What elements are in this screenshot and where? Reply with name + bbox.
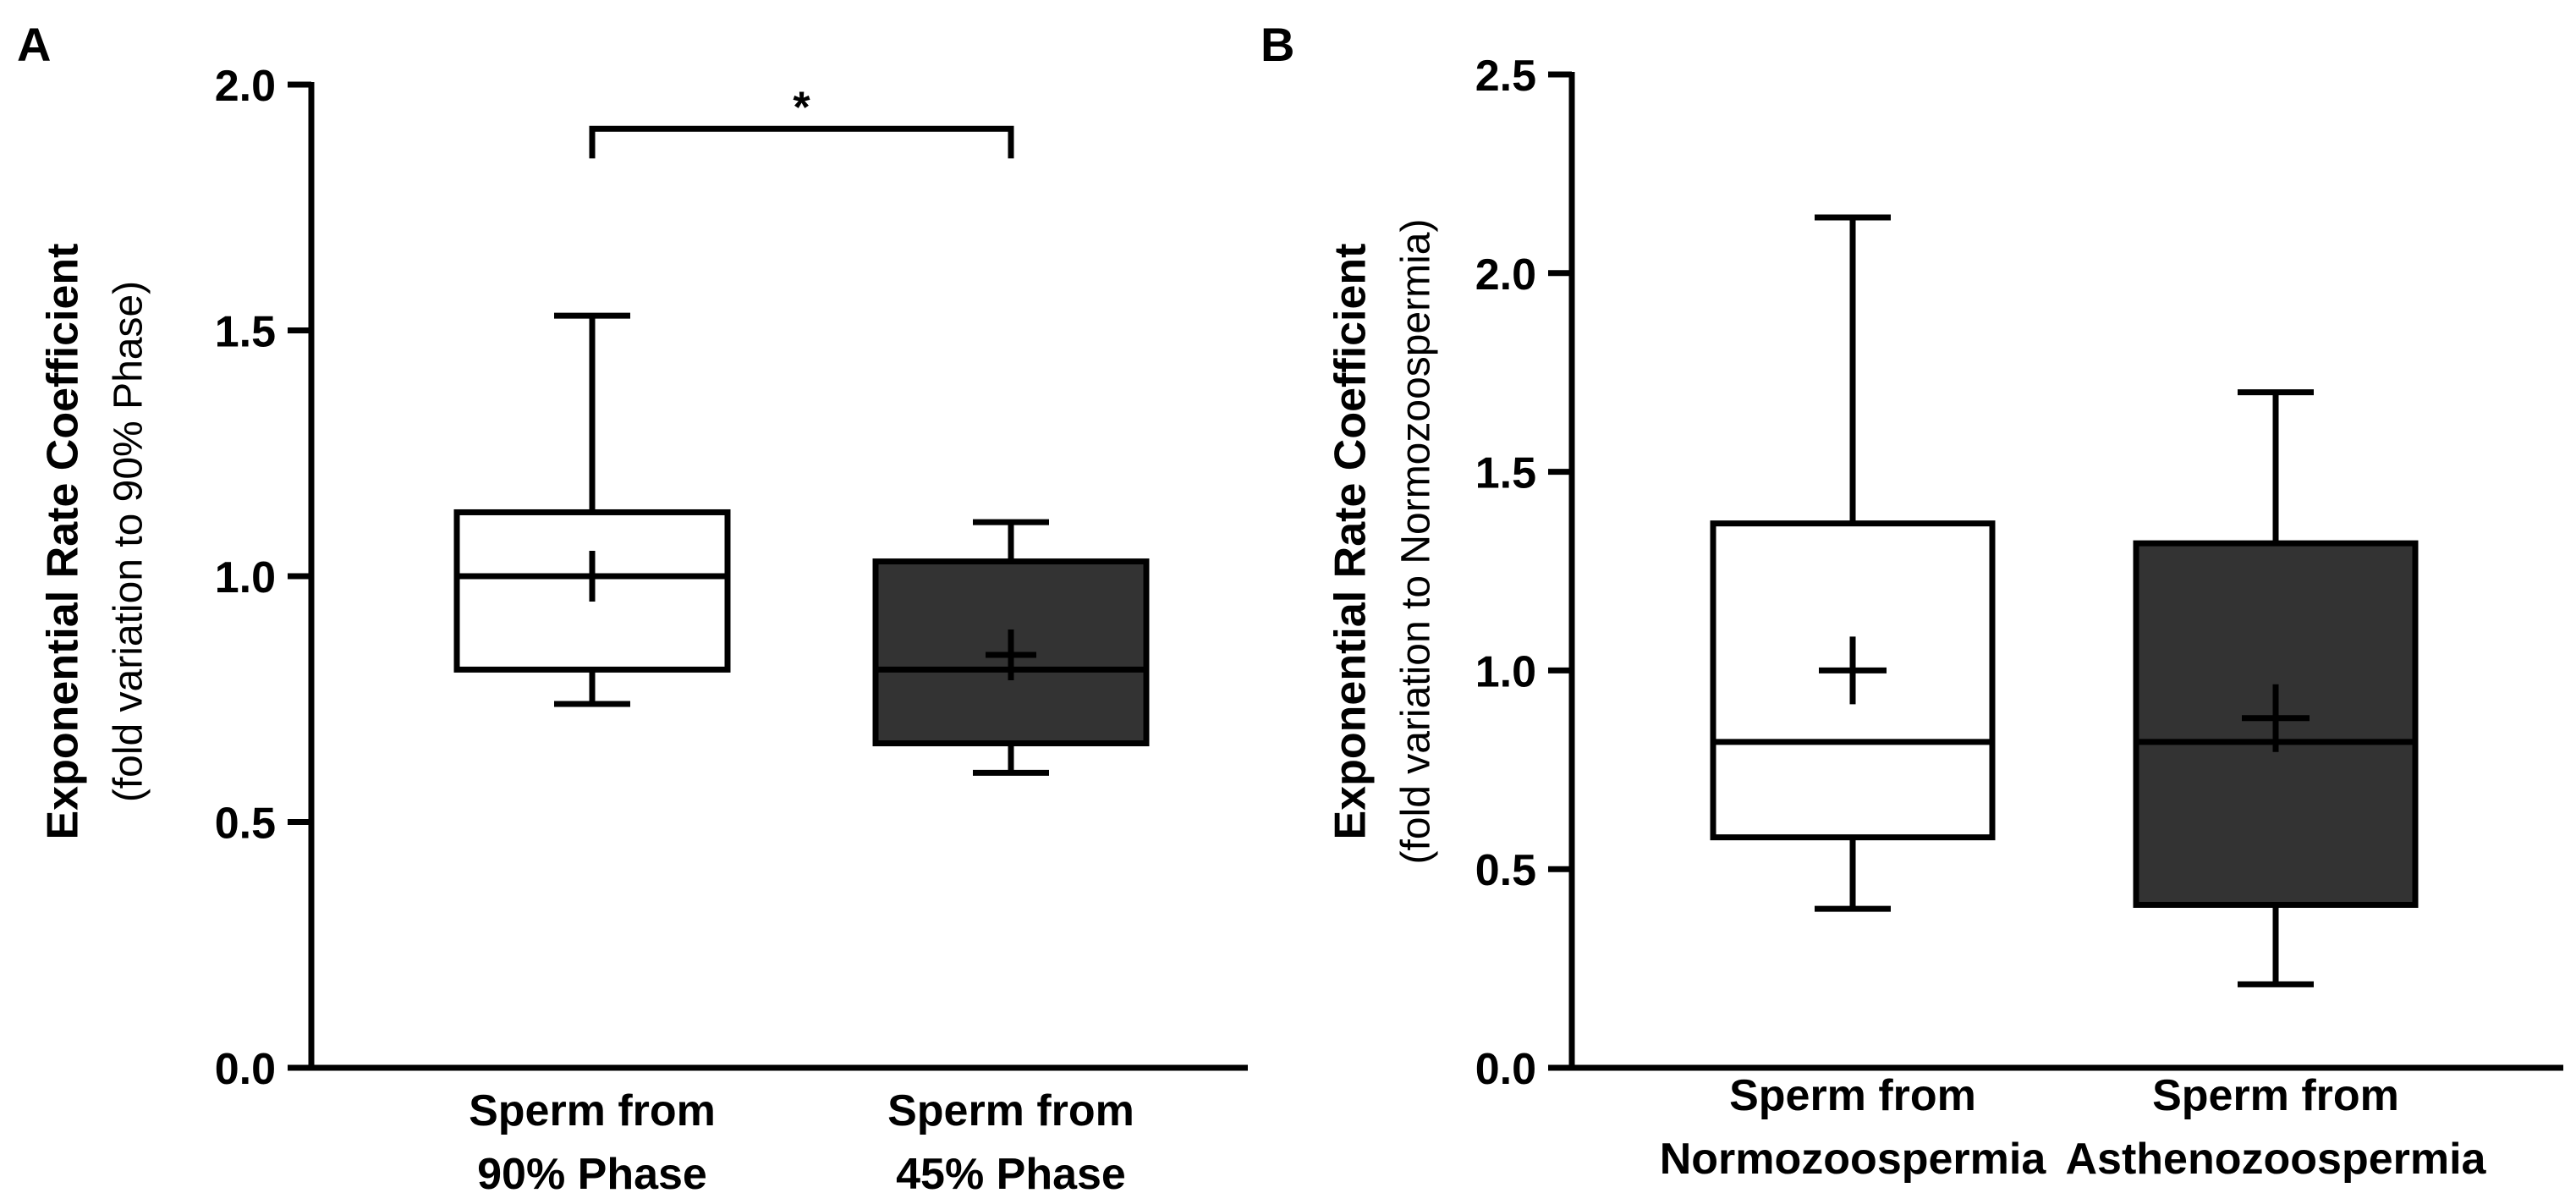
panel-a: A 0.0 0.5 1.0 1.5 2.0 Exponential Rate Coeffic… [17, 18, 1248, 1199]
y-tick-label: 0.0 [1475, 1045, 1536, 1094]
y-tick-label: 1.0 [215, 553, 276, 602]
y-axis-title: Exponential Rate Coefficient [39, 244, 88, 840]
y-axis-subtitle: (fold variation to Normozoospermia) [1394, 219, 1439, 865]
bracket-line [589, 125, 1014, 159]
y-tick-label: 2.0 [215, 62, 276, 111]
significance-star: * [793, 83, 810, 132]
box-group-1 [1710, 214, 1996, 912]
y-tick-label: 2.0 [1475, 250, 1536, 300]
y-tick-label: 1.5 [215, 308, 276, 357]
y-tick-label: 1.0 [1475, 647, 1536, 696]
y-axis-title: Exponential Rate Coefficient [1326, 244, 1376, 840]
x-category-label: Sperm from [2152, 1071, 2399, 1120]
y-axis-subtitle: (fold variation to 90% Phase) [107, 281, 151, 802]
box-group-2 [2133, 389, 2419, 987]
y-tick-label: 0.5 [215, 800, 276, 849]
x-category-label: Sperm from [1729, 1071, 1976, 1120]
panel-letter: A [17, 18, 51, 71]
panel-letter: B [1261, 18, 1294, 71]
y-tick-label: 0.0 [215, 1045, 276, 1094]
box-group-2 [872, 519, 1150, 776]
y-tick-label: 2.5 [1475, 52, 1536, 101]
x-category-label: Sperm from [887, 1086, 1134, 1135]
significance-bracket: * [589, 83, 1014, 159]
y-tick-label: 1.5 [1475, 449, 1536, 498]
x-category-label: 90% Phase [477, 1150, 707, 1199]
x-category-label: Sperm from [469, 1086, 716, 1135]
x-category-label: 45% Phase [896, 1150, 1126, 1199]
y-tick-label: 0.5 [1475, 846, 1536, 895]
panel-b: B 0.0 0.5 1.0 1.5 2.0 2.5 Exponential Rate Coef… [1261, 18, 2563, 1184]
x-category-label: Normozoospermia [1660, 1135, 2047, 1184]
box-group-1 [453, 312, 731, 707]
x-category-label: Asthenozoospermia [2066, 1135, 2487, 1184]
